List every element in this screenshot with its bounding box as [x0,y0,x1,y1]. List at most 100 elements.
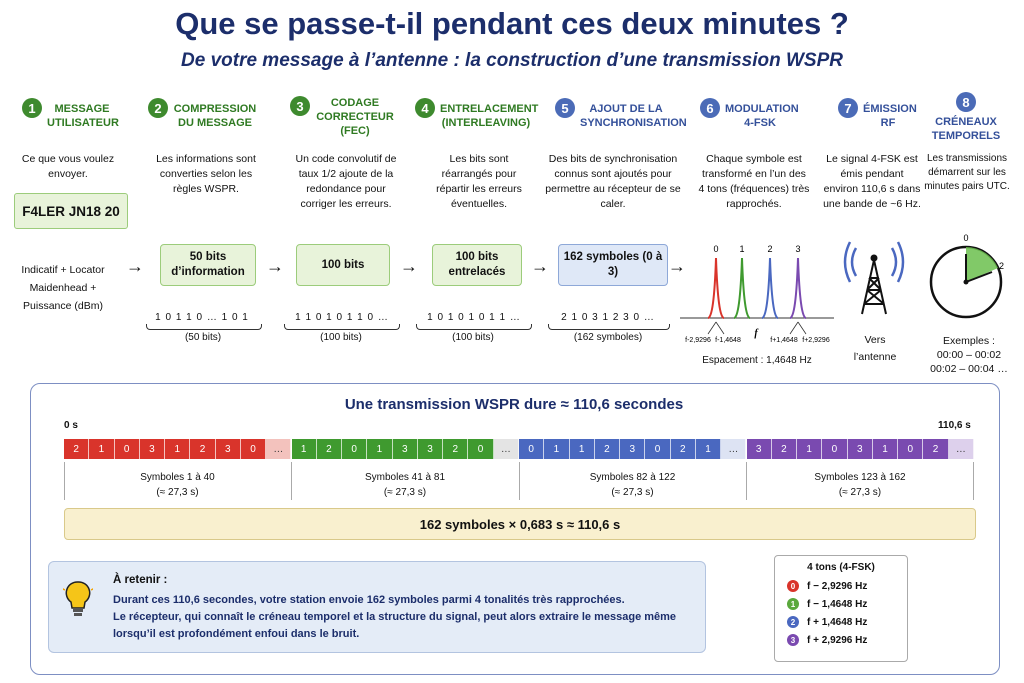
symbol-cell: 3 [620,439,646,459]
symbol-cell: 1 [544,439,570,459]
step-1-header: 1 MESSAGE UTILISATEUR [22,98,122,130]
tone-number-badge: 0 [787,580,799,592]
clock-label-2: 2 [999,261,1004,271]
legend-title: 4 tons (4-FSK) [807,562,875,573]
symbol-cell: 1 [872,439,899,459]
symbol-cell: 3 [417,439,444,459]
page-title: Que se passe-t-il pendant ces deux minut… [175,6,849,41]
symbol-cell: 0 [240,439,267,459]
symbol-ellipsis: … [948,439,974,459]
message-box: F4LER JN18 20 [14,193,128,229]
group-label-2: Symboles 41 à 81 (≈ 27,3 s) [364,472,446,498]
timeline-end: 110,6 s [938,420,971,431]
symbol-ellipsis: … [266,439,292,459]
freq-label: f+2,9296 [802,337,830,344]
step-number: 1 [22,98,42,118]
symbol-timeline-bar: 2 1 0 3 1 2 3 0… 1 2 0 1 3 3 2 0… 0 1 1 2 3 0 2 1… 3 2 1 0 3 1 0 2… [64,439,974,459]
group-label-1: Symboles 1 à 40 (≈ 27,3 s) [140,472,215,498]
step-7-desc: Le signal 4-FSK est émis pendant environ… [823,153,921,210]
step-number: 2 [148,98,168,118]
legend-text: f + 1,4648 Hz [807,616,868,628]
step-7-header: 7 ÉMISSION RF [838,98,918,130]
arrow-icon: → [400,256,418,276]
arrow-icon: → [668,256,686,276]
symbol-cell: 2 [316,439,343,459]
tone-0-peak [707,257,725,319]
step-title: ÉMISSION RF [863,103,917,129]
total-duration-bar: 162 symboles × 0,683 s ≈ 110,6 s [64,508,976,540]
step-3-header: 3 CODAGE CORRECTEUR (FEC) [290,96,400,138]
clock-examples: Exemples : 00:00 – 00:02 00:02 – 00:04 … [924,334,1014,376]
brace-label: (50 bits) [184,332,222,343]
step-title: AJOUT DE LA SYNCHRONISATION [580,103,687,129]
group-labels: Symboles 1 à 40 (≈ 27,3 s) Symboles 41 à … [64,462,974,502]
tone-2-peak [761,257,779,319]
step-8-desc: Les transmissions démarrent sur les minu… [924,153,1010,192]
freq-label: f+1,4648 [770,337,798,344]
brace [548,324,670,330]
tone-number-badge: 2 [787,616,799,628]
step-8-header: 8 CRÉNEAUX TEMPORELS [928,92,1004,143]
brace [284,324,400,330]
bitstream-symbols: 2 1 0 3 1 2 3 0 … [561,312,655,323]
step-4-header: 4 ENTRELACEMENT (INTERLEAVING) [415,98,539,130]
retenir-line-2: Le récepteur, qui connaît le créneau tem… [113,611,677,640]
step-6-header: 6 MODULATION 4-FSK [700,98,800,130]
freq-label: f-2,9296 [685,337,711,344]
symbol-cell: 0 [645,439,671,459]
step-5-header: 5 AJOUT DE LA SYNCHRONISATION [555,98,687,130]
symbol-cell: 0 [822,439,848,459]
timeline-title: Une transmission WSPR dure ≈ 110,6 secon… [344,396,684,413]
arrow-icon: → [531,256,549,276]
retenir-title: À retenir : [113,574,168,586]
brace [146,324,262,330]
freq-marker [789,321,807,335]
step-2-header: 2 COMPRESSION DU MESSAGE [148,98,260,130]
symbol-cell: 2 [190,439,216,459]
symbol-cell: 0 [468,439,494,459]
lightbulb-icon [63,581,93,616]
fsk-spectrum: 0 1 2 3 f-2,9296 f-1,4648 f f+1,4648 f+2… [680,244,834,344]
antenna-icon [843,241,905,315]
step-5-desc: Des bits de synchronisation connus sont … [545,153,681,210]
legend-row: 3 f + 2,9296 Hz [775,631,907,649]
tone-label: 1 [739,244,744,254]
tone-label: 0 [713,244,718,254]
symbol-cell: 0 [898,439,924,459]
step-title: ENTRELACEMENT (INTERLEAVING) [440,103,539,129]
bitstream-compressed: 1 0 1 1 0 … 1 0 1 [155,312,249,323]
group-label-3: Symboles 82 à 122 (≈ 27,3 s) [589,472,676,498]
symbol-cell: 1 [165,439,191,459]
clock-icon: 0 2 [929,233,1004,319]
retenir-box: À retenir : Durant ces 110,6 secondes, v… [48,561,706,653]
step-number: 7 [838,98,858,118]
symbol-cell: 1 [367,439,393,459]
symbol-cell: 1 [291,439,317,459]
step-6-desc: Chaque symbole est transformé en l’un de… [698,153,810,210]
step-title: CODAGE CORRECTEUR (FEC) [316,97,394,137]
step-number: 3 [290,96,310,116]
symbol-cell: 0 [114,439,140,459]
symbol-cell: 0 [519,439,545,459]
symbol-cell: 3 [392,439,418,459]
step-title: MODULATION 4-FSK [725,103,799,129]
brace-label: (162 symboles) [573,332,643,343]
symbol-cell: 1 [569,439,595,459]
legend-row: 2 f + 1,4648 Hz [775,613,907,631]
symbol-ellipsis: … [721,439,747,459]
timeline-start: 0 s [64,420,78,431]
tone-3-peak [789,257,807,319]
info-bits-box: 50 bits d’information [160,244,256,286]
step-title: COMPRESSION DU MESSAGE [173,103,257,129]
brace [416,324,532,330]
tone-label: 3 [795,244,800,254]
symbol-cell: 2 [771,439,798,459]
tones-legend: 4 tons (4-FSK) 0 f − 2,9296 Hz 1 f − 1,4648… [774,555,908,662]
arrow-icon: → [266,256,284,276]
timeline-panel [30,383,1000,675]
freq-label-center: f [754,328,759,339]
sync-symbols-box: 162 symboles (0 à 3) [558,244,668,286]
tone-number-badge: 1 [787,598,799,610]
step-2-desc: Les informations sont converties selon l… [156,153,256,195]
arrow-icon: → [126,256,144,276]
